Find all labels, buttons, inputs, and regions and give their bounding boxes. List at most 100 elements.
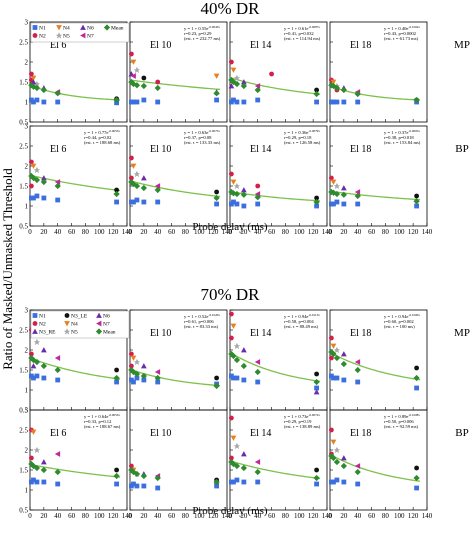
data-point-n1 [34,479,40,485]
data-point [141,75,147,81]
fit-stats: r=0.23, p=0.29 [184,31,212,37]
data-point [254,459,261,465]
data-point [114,467,120,473]
x-tick-label: 120 [308,228,319,236]
data-point [340,351,347,357]
x-tick-label: 120 [208,228,219,236]
data-point-n1 [414,203,420,209]
x-tick-label: 100 [294,512,305,520]
data-point-n1 [234,99,240,105]
data-point-n1 [341,377,347,383]
x-tick-label: 0 [228,512,232,520]
data-point-n1 [34,97,40,103]
fit-equation-base: y = 1 + 0.94e [284,314,308,319]
data-point-n1 [31,477,36,483]
data-point [28,351,34,357]
data-point-mean [40,466,47,474]
y-tick-label: 0.5 [19,407,28,415]
data-point [228,415,234,421]
fit-equation-line: y = 1 + 0.52e-0.0120x [184,313,220,319]
data-point-mean [130,368,137,376]
data-point-mean [133,370,141,378]
panel: 0 20 40 60 80 100 120 140 El 18 y = 1 + 0.89e-0.0… [328,409,433,520]
panel-frame [229,125,328,227]
panel-label: El 18 [350,40,371,51]
data-point-n1 [341,99,347,105]
data-point-mean [330,454,337,462]
chart-title: 40% DR [200,0,260,18]
y-tick-label: 2 [25,163,29,171]
data-point-n1 [255,201,261,207]
x-tick-label: 20 [340,512,348,520]
panel-frame [129,125,228,227]
data-point [130,73,136,79]
legend: N1 N3_LE N6 N2 N4 N7 N3_RE N5 Mean [30,310,130,339]
data-point-n1 [55,197,61,203]
fit-equation-line: y = 1 + 0.61e-0.0087x [284,25,320,31]
data-point [330,179,337,185]
data-point-mean [354,90,361,98]
data-point-n1 [31,375,36,381]
data-point-mean [133,470,141,478]
data-point-n1 [255,97,261,103]
data-point-mean [233,356,241,364]
data-point [30,163,37,169]
data-point-mean [340,86,347,94]
data-point [154,369,161,375]
data-point-mean [413,96,420,104]
fit-stats: r=0.44, p=0.02 [84,135,112,141]
panel-frame [229,409,328,511]
x-tick-label: 100 [94,228,105,236]
data-point-mean [313,378,320,386]
data-point-n1 [41,375,47,381]
panel-label: El 6 [50,40,66,51]
data-point [240,187,247,193]
data-point-mean [313,198,320,206]
fit-equation-line: y = 1 + 0.89e-0.0108x [384,413,420,419]
x-tick-label: 100 [394,228,405,236]
fit-stats: r=0.29, p=0.18 [284,135,312,141]
data-point [40,175,47,181]
legend-label: N4 [71,322,78,328]
x-tick-label: 60 [268,512,276,520]
x-tick-label: 20 [140,512,148,520]
x-tick-label: 40 [54,228,62,236]
data-point [114,187,120,193]
data-point [130,163,137,169]
fit-equation-exponent: -0.0043x [208,25,220,29]
data-point-n1 [155,199,161,205]
fit-stats: r=0.29, p=0.19 [284,419,312,425]
x-tick-label: 60 [168,512,176,520]
data-point [40,459,47,465]
x-tick-label: 40 [354,228,362,236]
x-tick-label: 60 [168,228,176,236]
legend-marker [56,25,62,31]
data-point [130,59,137,65]
x-tick-label: 0 [28,228,32,236]
data-point [230,67,237,73]
panel-label: El 10 [150,144,171,155]
data-point [128,155,134,161]
y-tick-label: 3 [25,19,29,27]
data-point [233,182,241,190]
fit-equation-exponent: -0.0072x [308,413,320,417]
data-point-mean [130,80,137,88]
fit-tau: (est. τ = 138.89 ms) [284,424,321,429]
data-point [340,455,347,461]
data-point-mean [333,84,341,92]
x-tick-label: 140 [422,228,433,236]
panel-frame [229,21,328,123]
data-point-n1 [255,379,261,385]
panel-label: El 18 [350,328,371,339]
data-point-mean [330,350,337,358]
data-point-n1 [41,479,47,485]
fit-equation-exponent: -0.0100x [408,313,420,317]
data-point-mean [233,190,241,198]
fit-equation-exponent: -0.0087x [308,25,320,29]
row-label-mp: MP [454,39,470,51]
